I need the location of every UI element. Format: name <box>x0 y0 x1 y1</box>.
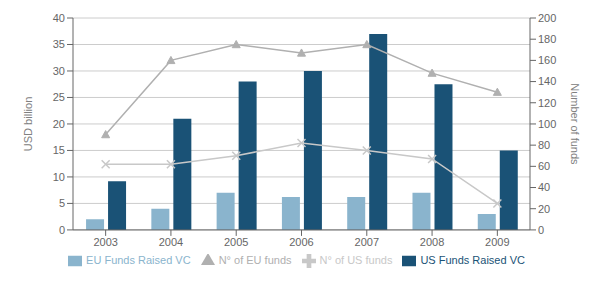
svg-text:2008: 2008 <box>420 236 444 248</box>
svg-text:60: 60 <box>538 160 550 172</box>
svg-text:25: 25 <box>53 91 65 103</box>
html-text:EU Funds Raised VC: EU Funds Raised VC <box>86 253 191 266</box>
svg-text:200: 200 <box>538 12 556 24</box>
svg-text:140: 140 <box>538 75 556 87</box>
svg-text:2009: 2009 <box>485 236 509 248</box>
svg-text:80: 80 <box>538 139 550 151</box>
svg-text:0: 0 <box>538 224 544 236</box>
html-text:N° of EU funds: N° of EU funds <box>218 253 292 266</box>
svg-text:100: 100 <box>538 118 556 130</box>
svg-text:2003: 2003 <box>93 236 117 248</box>
svg-text:40: 40 <box>53 12 65 24</box>
svg-text:2006: 2006 <box>289 236 313 248</box>
svg-text:30: 30 <box>53 65 65 77</box>
svg-text:10: 10 <box>53 171 65 183</box>
svg-text:180: 180 <box>538 33 556 45</box>
svg-text:USD billion: USD billion <box>22 97 34 151</box>
svg-text:35: 35 <box>53 38 65 50</box>
svg-text:2005: 2005 <box>224 236 248 248</box>
svg-text:2004: 2004 <box>159 236 183 248</box>
svg-text:120: 120 <box>538 97 556 109</box>
svg-text:160: 160 <box>538 54 556 66</box>
svg-text:15: 15 <box>53 144 65 156</box>
svg-text:20: 20 <box>53 118 65 130</box>
html-text:N° of US funds: N° of US funds <box>319 253 393 266</box>
svg-text:0: 0 <box>59 224 65 236</box>
svg-text:5: 5 <box>59 197 65 209</box>
html-text:US Funds Raised VC: US Funds Raised VC <box>420 253 525 266</box>
svg-text:20: 20 <box>538 203 550 215</box>
svg-text:Number of funds: Number of funds <box>569 83 581 165</box>
svg-text:40: 40 <box>538 181 550 193</box>
svg-text:2007: 2007 <box>355 236 379 248</box>
